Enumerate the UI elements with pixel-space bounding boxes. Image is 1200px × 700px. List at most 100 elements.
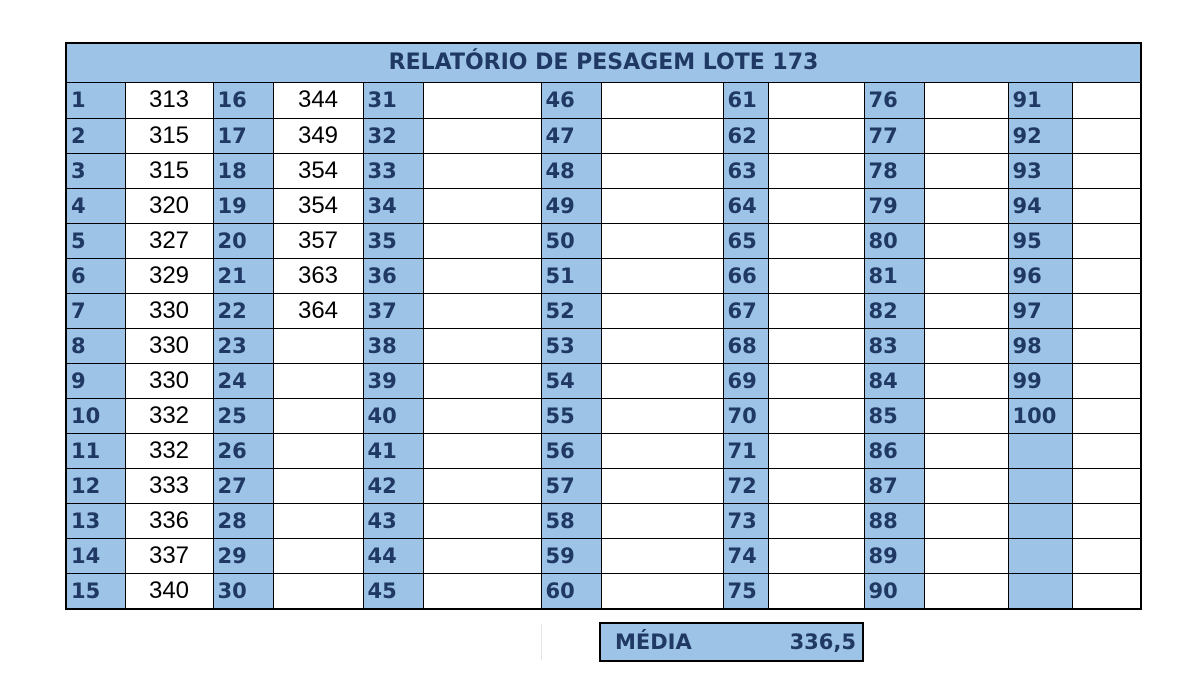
animal-number: 3: [67, 152, 126, 189]
animal-number: 54: [540, 362, 602, 399]
animal-number: 39: [362, 362, 424, 399]
table-row: 13 336 28 43 58 73 88: [67, 502, 1140, 539]
weight-value: [1071, 83, 1140, 119]
weight-value: [600, 502, 724, 539]
weight-value: [767, 397, 865, 434]
animal-number: 63: [722, 152, 769, 189]
animal-number: 64: [722, 187, 769, 224]
faint-gridline: [541, 624, 542, 660]
animal-number: 73: [722, 502, 769, 539]
animal-number: 50: [540, 222, 602, 259]
table-row: 3 315 18 354 33 48 63 78 93: [67, 152, 1140, 189]
weight-value: [923, 397, 1009, 434]
weight-value: [272, 572, 364, 608]
weight-value: [600, 222, 724, 259]
weight-value: [600, 187, 724, 224]
weight-value: 329: [124, 257, 214, 294]
animal-number: 87: [863, 467, 925, 504]
animal-number: 67: [722, 292, 769, 329]
weight-value: [422, 152, 542, 189]
weight-value: [923, 257, 1009, 294]
weight-value: [422, 362, 542, 399]
animal-number: [1007, 572, 1073, 608]
animal-number: 12: [67, 467, 126, 504]
animal-number: 68: [722, 327, 769, 364]
animal-number: 71: [722, 432, 769, 469]
animal-number: 94: [1007, 187, 1073, 224]
animal-number: 29: [212, 537, 274, 574]
weight-value: [923, 432, 1009, 469]
animal-number: 66: [722, 257, 769, 294]
animal-number: 84: [863, 362, 925, 399]
weight-value: 364: [272, 292, 364, 329]
animal-number: 33: [362, 152, 424, 189]
weight-value: 363: [272, 257, 364, 294]
weight-value: 332: [124, 397, 214, 434]
weight-value: [600, 327, 724, 364]
animal-number: [1007, 502, 1073, 539]
weight-value: [272, 502, 364, 539]
weight-value: 337: [124, 537, 214, 574]
animal-number: 85: [863, 397, 925, 434]
weight-value: [272, 397, 364, 434]
animal-number: 72: [722, 467, 769, 504]
weight-value: [422, 327, 542, 364]
weight-value: 336: [124, 502, 214, 539]
weight-value: [600, 292, 724, 329]
animal-number: 76: [863, 83, 925, 119]
animal-number: 88: [863, 502, 925, 539]
animal-number: 6: [67, 257, 126, 294]
animal-number: 26: [212, 432, 274, 469]
weight-value: [923, 362, 1009, 399]
weight-value: 357: [272, 222, 364, 259]
weight-value: [272, 537, 364, 574]
weight-value: [272, 362, 364, 399]
weight-value: [422, 397, 542, 434]
animal-number: 97: [1007, 292, 1073, 329]
table-row: 7 330 22 364 37 52 67 82 97: [67, 292, 1140, 329]
animal-number: 46: [540, 83, 602, 119]
weight-value: [923, 292, 1009, 329]
animal-number: 4: [67, 187, 126, 224]
weight-value: [600, 152, 724, 189]
table-row: 5 327 20 357 35 50 65 80 95: [67, 222, 1140, 259]
weight-value: [1071, 222, 1140, 259]
table-row: 15 340 30 45 60 75 90: [67, 572, 1140, 608]
animal-number: 47: [540, 117, 602, 154]
animal-number: 28: [212, 502, 274, 539]
weight-value: [923, 572, 1009, 608]
animal-number: 22: [212, 292, 274, 329]
weight-value: [1071, 502, 1140, 539]
animal-number: 38: [362, 327, 424, 364]
animal-number: 92: [1007, 117, 1073, 154]
animal-number: 86: [863, 432, 925, 469]
weight-value: [767, 83, 865, 119]
animal-number: 57: [540, 467, 602, 504]
weight-value: [1071, 187, 1140, 224]
table-row: 12 333 27 42 57 72 87: [67, 467, 1140, 504]
report-title: RELATÓRIO DE PESAGEM LOTE 173: [67, 44, 1140, 83]
weighing-report: RELATÓRIO DE PESAGEM LOTE 173 1 313 16 344 3…: [65, 42, 1142, 610]
animal-number: 70: [722, 397, 769, 434]
animal-number: 80: [863, 222, 925, 259]
animal-number: 91: [1007, 83, 1073, 119]
table-row: 14 337 29 44 59 74 89: [67, 537, 1140, 574]
animal-number: 20: [212, 222, 274, 259]
animal-number: 23: [212, 327, 274, 364]
animal-number: 69: [722, 362, 769, 399]
weight-value: [767, 432, 865, 469]
weight-value: [600, 397, 724, 434]
weight-value: [600, 467, 724, 504]
weight-value: [1071, 467, 1140, 504]
weight-value: [1071, 292, 1140, 329]
weight-value: [767, 222, 865, 259]
animal-number: 32: [362, 117, 424, 154]
table-row: 6 329 21 363 36 51 66 81 96: [67, 257, 1140, 294]
animal-number: 48: [540, 152, 602, 189]
weight-value: [422, 187, 542, 224]
weight-value: 320: [124, 187, 214, 224]
weight-value: [1071, 257, 1140, 294]
average-box: MÉDIA 336,5: [599, 622, 864, 662]
weight-value: 349: [272, 117, 364, 154]
weight-value: [923, 83, 1009, 119]
